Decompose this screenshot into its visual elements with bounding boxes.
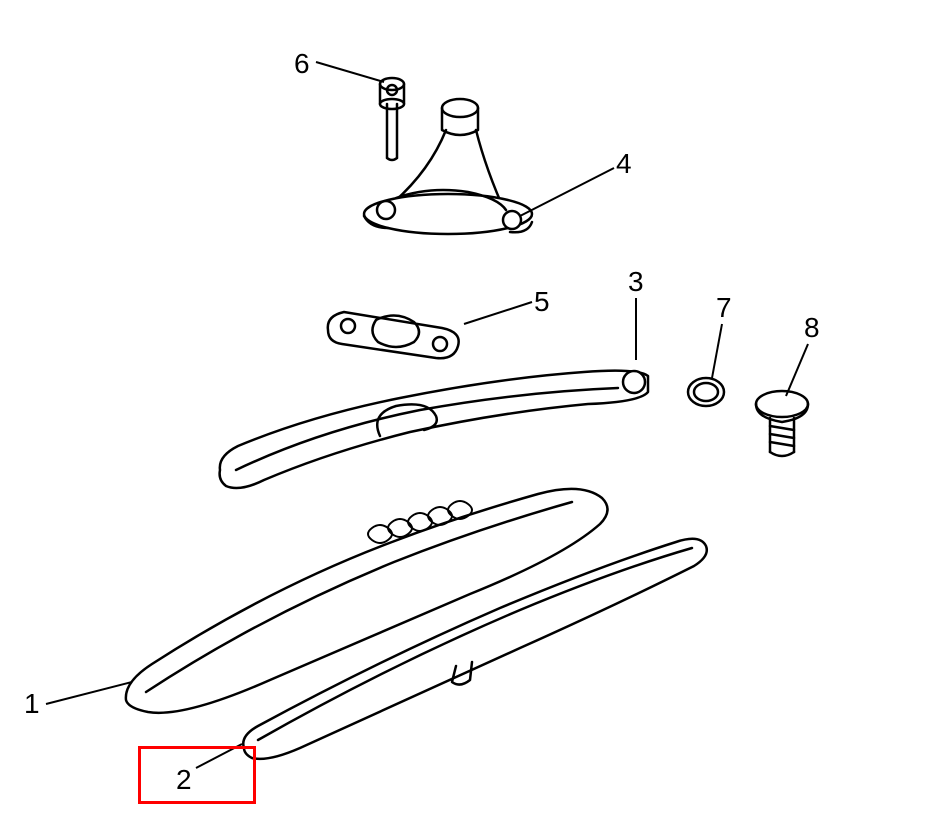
part-tensioner-body-4 <box>364 99 532 234</box>
callout-line-7 <box>712 324 722 378</box>
parts-diagram: 12345678 <box>0 0 932 821</box>
callout-label-6: 6 <box>294 48 310 80</box>
callout-line-5 <box>464 302 532 324</box>
part-bolt-6 <box>380 78 404 160</box>
callout-label-1: 1 <box>24 688 40 720</box>
part-upper-guide-3 <box>220 371 648 488</box>
callout-line-1 <box>46 682 132 704</box>
callout-label-4: 4 <box>616 148 632 180</box>
highlight-box-part-2 <box>138 746 256 804</box>
part-gasket-5 <box>328 312 459 358</box>
callout-label-8: 8 <box>804 312 820 344</box>
callout-label-3: 3 <box>628 266 644 298</box>
callout-line-8 <box>786 344 808 396</box>
part-cap-bolt-8 <box>756 391 808 456</box>
callout-label-5: 5 <box>534 286 550 318</box>
part-o-ring-7 <box>688 378 724 406</box>
callout-line-6 <box>316 62 384 82</box>
callout-line-4 <box>520 168 614 216</box>
callout-label-7: 7 <box>716 292 732 324</box>
diagram-illustration <box>0 0 932 821</box>
